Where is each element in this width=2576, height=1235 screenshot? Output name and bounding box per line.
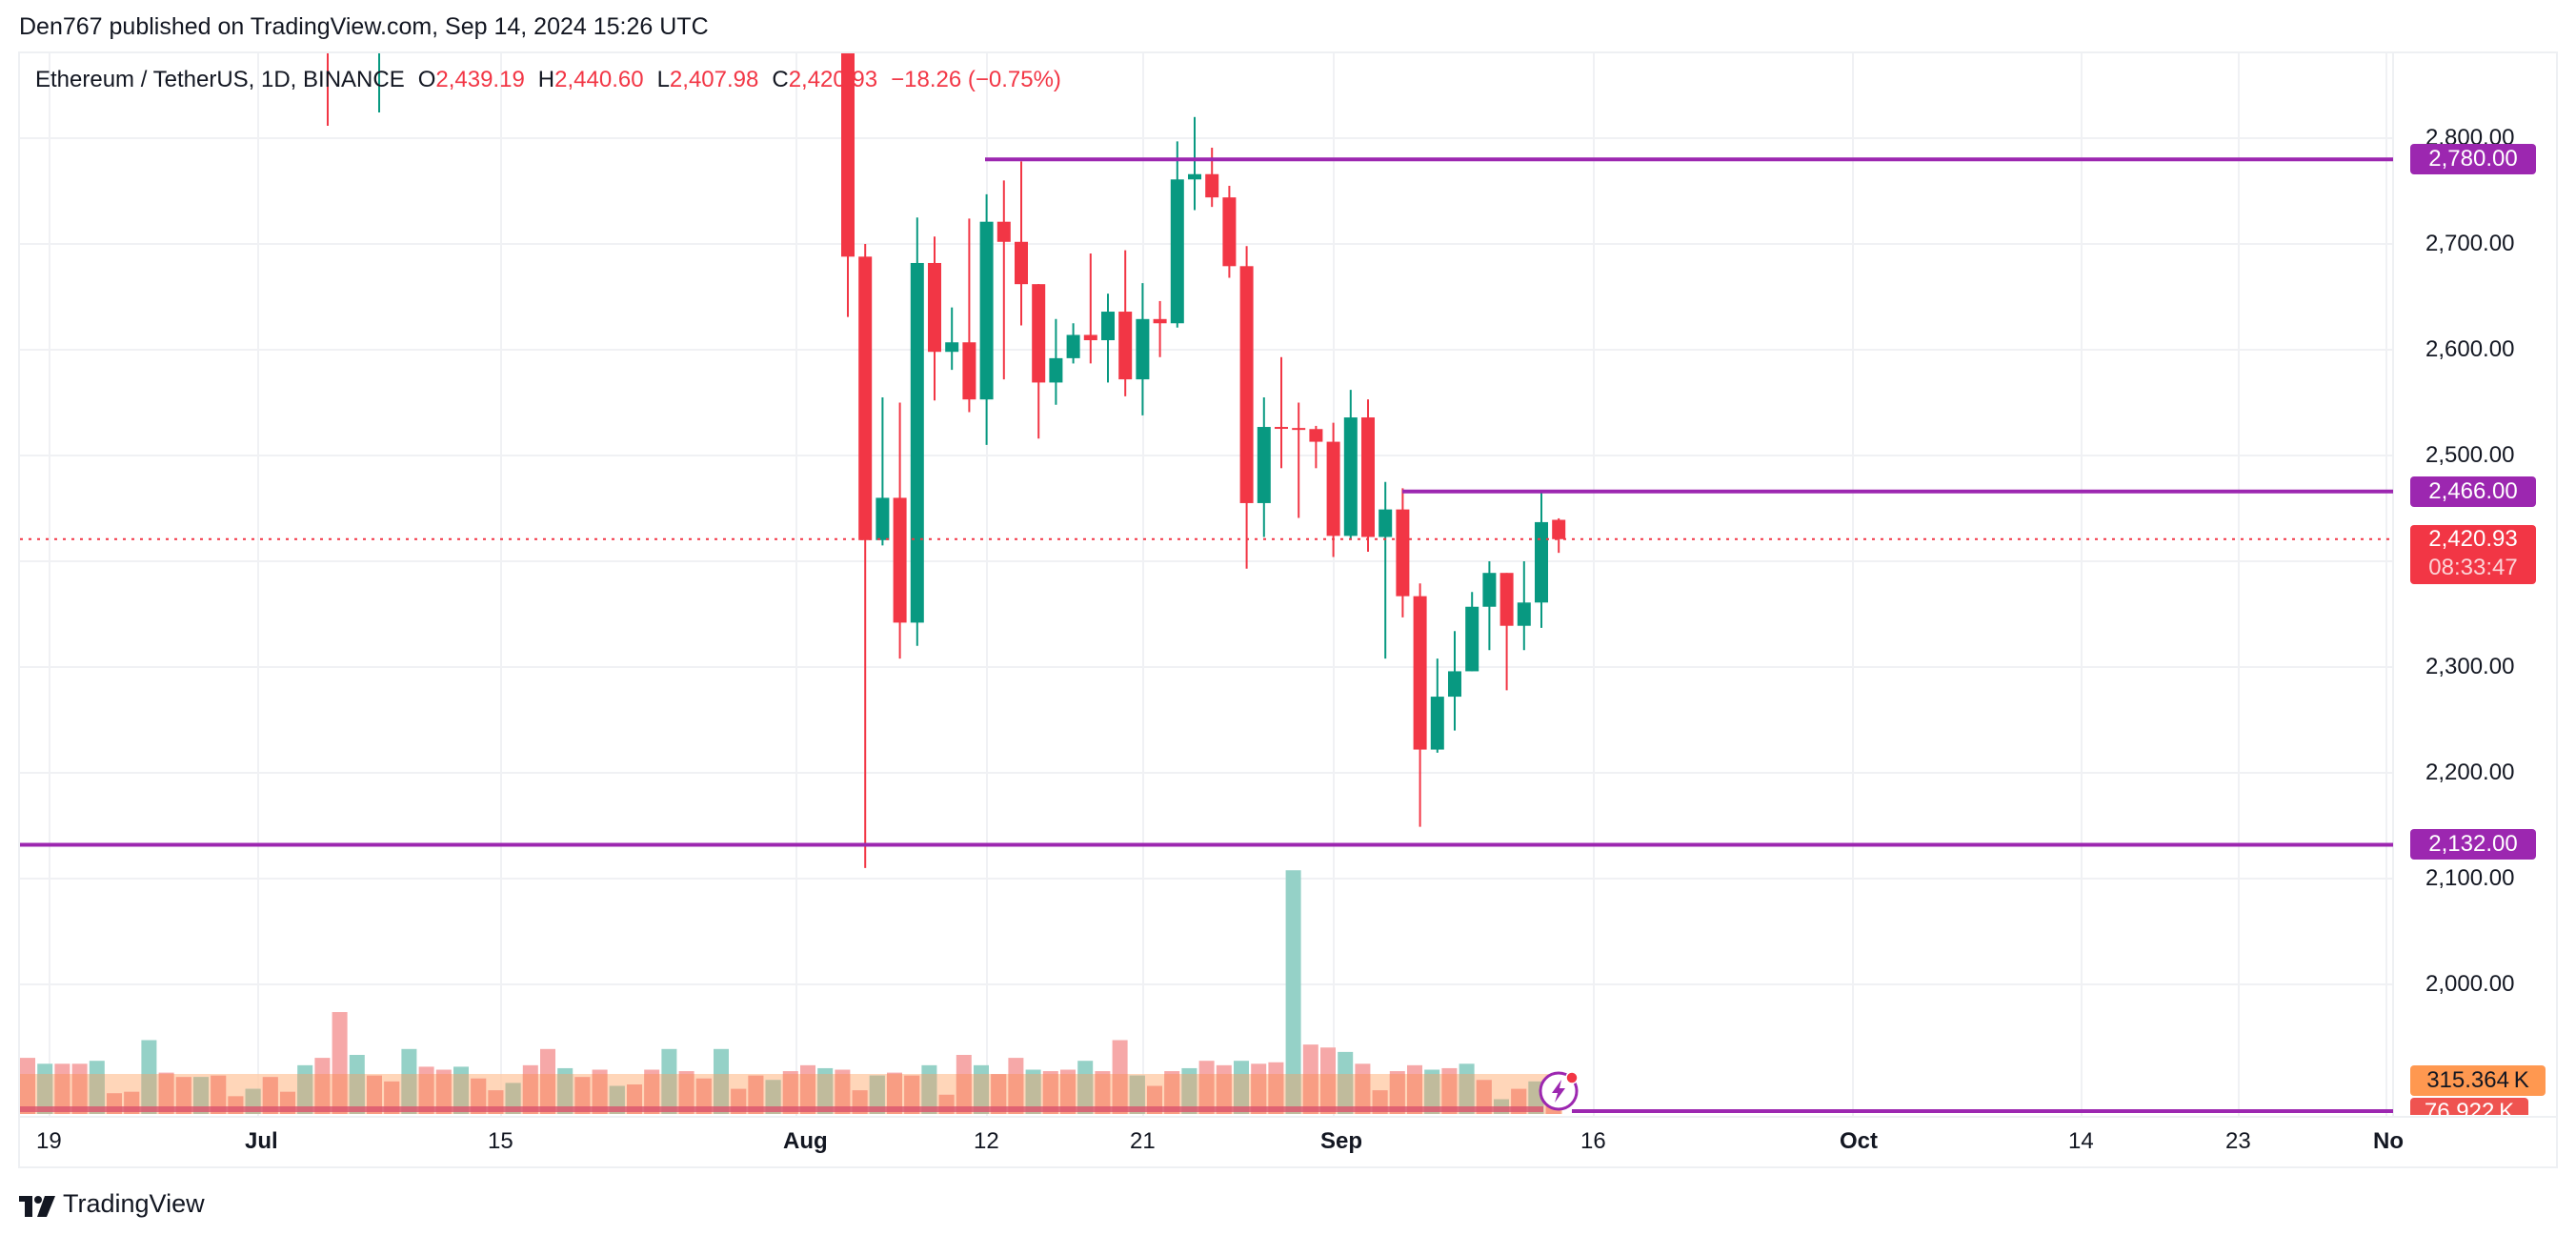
candle-body: [996, 221, 1011, 242]
time-tick: 12: [974, 1128, 999, 1154]
candle-body: [1326, 441, 1340, 537]
candle-body: [928, 262, 941, 353]
candle-body: [979, 221, 994, 400]
close-value: 2,420.93: [788, 67, 878, 92]
brand-name: TradingView: [63, 1189, 205, 1218]
candle-body: [1049, 357, 1063, 383]
candle-body: [1205, 173, 1219, 198]
candle-body: [1465, 606, 1479, 672]
price-tick: 2,500.00: [2425, 442, 2515, 468]
time-tick: Sep: [1320, 1128, 1363, 1154]
candle-body: [1482, 573, 1497, 607]
candle-body: [1153, 318, 1167, 324]
price-tick: 2,200.00: [2425, 759, 2515, 785]
level-tag-2780: 2,780.00: [2410, 144, 2536, 175]
low-value: 2,407.98: [669, 67, 759, 92]
price-tick: 2,000.00: [2425, 971, 2515, 997]
candle-body: [1032, 284, 1046, 383]
current-price-tag: 2,420.93 08:33:47: [2410, 524, 2536, 584]
time-tick: 23: [2225, 1128, 2251, 1154]
candle-body: [1066, 334, 1080, 358]
candle-body: [1499, 573, 1514, 626]
time-tick: Aug: [783, 1128, 828, 1154]
candle-body: [1413, 596, 1427, 750]
time-tick: Oct: [1840, 1128, 1879, 1154]
candle-body: [1136, 318, 1150, 380]
open-value: 2,439.19: [435, 67, 525, 92]
time-tick: 21: [1130, 1128, 1156, 1154]
volume-ma-tag: 315.364 K: [2410, 1065, 2546, 1096]
price-tick: 2,300.00: [2425, 654, 2515, 679]
level-tag-2132: 2,132.00: [2410, 829, 2536, 860]
change-value: −18.26 (−0.75%): [891, 67, 1061, 92]
price-tick: 2,600.00: [2425, 336, 2515, 362]
candle-body: [1343, 417, 1358, 537]
candle-body: [1101, 312, 1115, 341]
level-tag-2466: 2,466.00: [2410, 476, 2536, 507]
tradingview-logo[interactable]: TradingView: [19, 1189, 205, 1219]
volume-bar: [1285, 870, 1301, 1114]
current-price-value: 2,420.93: [2428, 525, 2518, 552]
candle-body: [1118, 312, 1133, 380]
bar-countdown: 08:33:47: [2428, 554, 2518, 580]
candle-body: [858, 256, 873, 540]
candle-body: [1015, 241, 1028, 285]
price-tick: 2,700.00: [2425, 231, 2515, 256]
lightning-alert-icon[interactable]: [1538, 1070, 1580, 1112]
candle-body: [875, 497, 890, 540]
time-tick: Nov: [2373, 1128, 2404, 1154]
high-value: 2,440.60: [554, 67, 644, 92]
candle-body: [1275, 427, 1288, 430]
candle-body: [962, 342, 976, 400]
candle-body: [1396, 509, 1410, 597]
price-tick: 2,100.00: [2425, 865, 2515, 891]
close-key: C: [772, 67, 789, 92]
candle-body: [1517, 602, 1531, 626]
time-tick: 19: [36, 1128, 62, 1154]
publish-attribution: Den767 published on TradingView.com, Sep…: [19, 13, 709, 40]
candle-body: [1239, 266, 1254, 503]
candle-body: [1361, 417, 1375, 537]
volume-tag: 76.922 K: [2410, 1098, 2528, 1115]
high-key: H: [537, 67, 555, 92]
time-tick: 15: [488, 1128, 513, 1154]
candle-body: [945, 342, 959, 353]
candle-body: [1552, 519, 1566, 539]
candle-body: [1292, 428, 1306, 431]
candle-body: [1222, 197, 1237, 267]
ohlc-legend: Ethereum / TetherUS, 1D, BINANCE O 2,439…: [35, 67, 1061, 93]
candle-body: [1083, 334, 1097, 341]
candle-body: [1430, 697, 1444, 750]
open-key: O: [417, 67, 436, 92]
time-tick: 14: [2068, 1128, 2094, 1154]
candle-body: [841, 53, 855, 257]
tradingview-mark-icon: [19, 1194, 55, 1217]
candle-body: [1309, 429, 1323, 442]
low-key: L: [656, 67, 670, 92]
candle-body: [1379, 509, 1393, 537]
chart-frame[interactable]: [18, 51, 2558, 1168]
time-tick: Jul: [245, 1128, 278, 1154]
time-tick: 16: [1580, 1128, 1606, 1154]
candle-body: [1170, 179, 1184, 324]
candle-body: [1448, 671, 1461, 698]
candle-body: [893, 497, 907, 623]
candle-body: [1257, 427, 1271, 503]
candle-body: [910, 262, 924, 623]
candle-body: [1188, 173, 1201, 180]
symbol-title[interactable]: Ethereum / TetherUS, 1D, BINANCE: [35, 67, 405, 92]
candle-body: [1535, 521, 1548, 603]
